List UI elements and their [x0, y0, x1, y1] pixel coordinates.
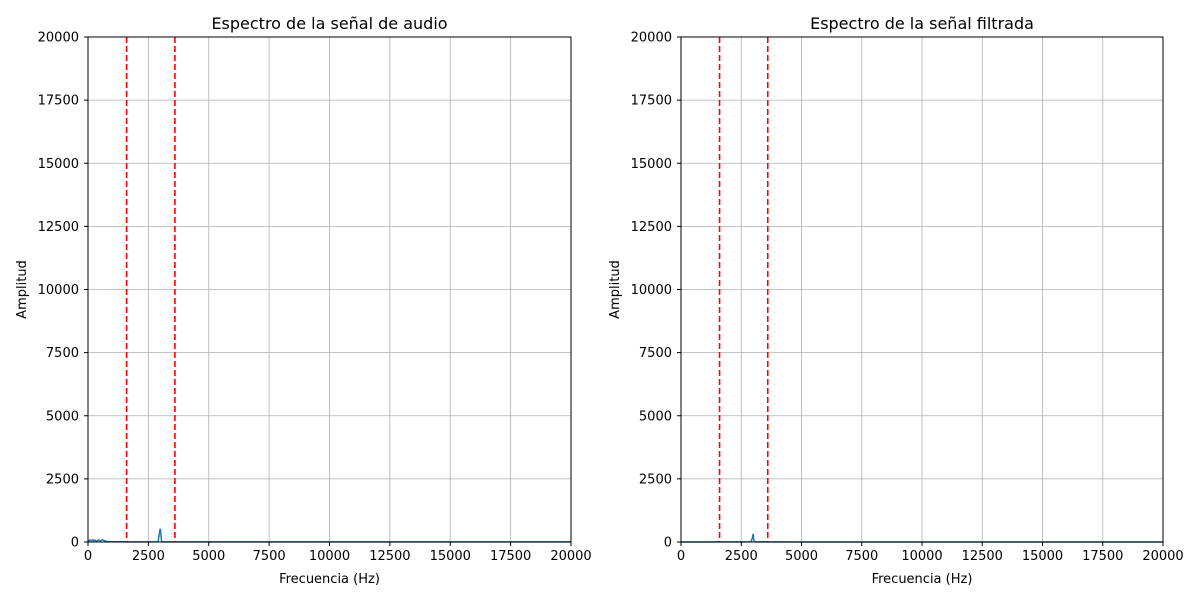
y-tick-label: 7500 [46, 346, 79, 361]
x-tick-label: 20000 [550, 549, 591, 564]
x-tick-label: 5000 [192, 549, 225, 564]
y-tick-label: 15000 [631, 157, 672, 172]
y-tick-label: 5000 [46, 409, 79, 424]
x-tick-label: 7500 [845, 549, 878, 564]
y-tick-label: 17500 [631, 94, 672, 109]
y-tick-label: 12500 [631, 220, 672, 235]
x-tick-label: 17500 [490, 549, 531, 564]
y-tick-label: 10000 [38, 283, 79, 298]
x-tick-label: 12500 [962, 549, 1003, 564]
y-tick-label: 2500 [46, 472, 79, 487]
y-tick-label: 20000 [631, 31, 672, 46]
x-tick-label: 15000 [430, 549, 471, 564]
y-tick-label: 0 [71, 536, 79, 551]
x-tick-label: 5000 [785, 549, 818, 564]
x-tick-label: 2500 [132, 549, 165, 564]
x-tick-label: 12500 [369, 549, 410, 564]
x-tick-label: 17500 [1082, 549, 1123, 564]
y-tick-label: 5000 [639, 409, 672, 424]
y-tick-label: 15000 [38, 157, 79, 172]
x-axis-label: Frecuencia (Hz) [872, 572, 973, 587]
spectrum-filtered-panel: 0 2500 5000 7500 10000 12500 15000 17500 20000 0 2… [608, 14, 1184, 587]
x-tick-label: 15000 [1022, 549, 1063, 564]
chart-title: Espectro de la señal filtrada [810, 14, 1034, 33]
x-tick-label: 7500 [253, 549, 286, 564]
x-axis-label: Frecuencia (Hz) [279, 572, 380, 587]
x-tick-label: 0 [84, 549, 92, 564]
chart-title: Espectro de la señal de audio [211, 14, 447, 33]
y-tick-label: 7500 [639, 346, 672, 361]
spectrum-audio-panel: 0 2500 5000 7500 10000 12500 15000 17500 20000 0 2… [15, 14, 592, 587]
y-tick-label: 20000 [38, 31, 79, 46]
x-tick-label: 10000 [309, 549, 350, 564]
x-tick-label: 20000 [1142, 549, 1183, 564]
x-tick-label: 2500 [725, 549, 758, 564]
y-axis-label: Amplitud [608, 260, 623, 319]
y-tick-label: 0 [664, 536, 672, 551]
y-tick-label: 12500 [38, 220, 79, 235]
x-tick-label: 10000 [901, 549, 942, 564]
y-axis-label: Amplitud [15, 260, 30, 319]
x-tick-label: 0 [677, 549, 685, 564]
y-tick-label: 17500 [38, 94, 79, 109]
y-tick-label: 2500 [639, 472, 672, 487]
y-tick-label: 10000 [631, 283, 672, 298]
